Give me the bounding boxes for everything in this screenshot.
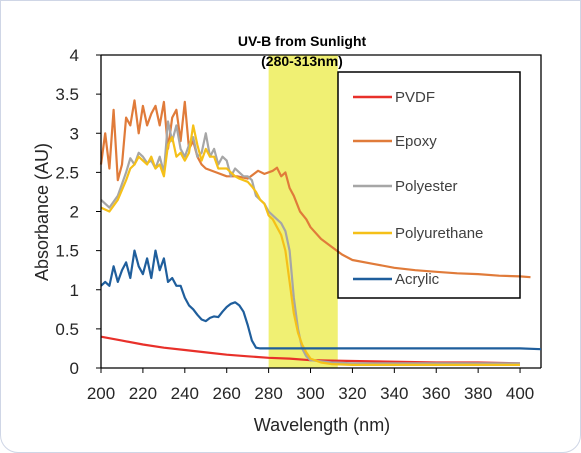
legend-label-pvdf: PVDF	[395, 89, 435, 106]
x-axis-title: Wavelength (nm)	[254, 415, 390, 435]
x-tick-label: 300	[296, 384, 324, 403]
x-tick-label: 340	[380, 384, 408, 403]
legend-layer: PVDF Epoxy Polyester Polyurethane Acrylic	[337, 71, 521, 299]
uvb-band-layer	[268, 55, 338, 368]
series-line-epoxy	[99, 99, 531, 279]
legend-box	[337, 71, 521, 299]
series-line-pvdf	[100, 335, 521, 365]
y-tick-label: 3.5	[55, 85, 79, 104]
uvb-band	[268, 55, 338, 368]
y-tick-label: 0	[70, 359, 79, 378]
uvb-annotation-line1: UV-B from Sunlight	[238, 33, 367, 49]
x-tick-label: 260	[213, 384, 241, 403]
y-axis-title: Absorbance (AU)	[32, 143, 52, 281]
x-tick-label: 220	[129, 384, 157, 403]
legend-label-polyester: Polyester	[395, 178, 458, 195]
x-tick-label: 360	[422, 384, 450, 403]
y-tick-label: 1	[70, 281, 79, 300]
plot-area-border	[101, 54, 542, 368]
uvb-annotation-line2: (280-313nm)	[261, 53, 343, 69]
legend-label-polyurethane: Polyurethane	[395, 225, 483, 242]
x-tick-label: 380	[464, 384, 492, 403]
series-line-polyurethane	[100, 124, 520, 366]
x-tick-label: 320	[338, 384, 366, 403]
series-layer	[99, 99, 542, 366]
x-tick-label: 200	[87, 384, 115, 403]
y-tick-label: 4	[70, 46, 79, 65]
x-tick-label: 240	[171, 384, 199, 403]
x-tick-label: 280	[254, 384, 282, 403]
axis-layer: 200 220 240 260 280 300 320 340 360 380 400 0 0.5 1 1.…	[55, 46, 541, 403]
legend-label-epoxy: Epoxy	[395, 133, 437, 150]
y-tick-label: 3	[70, 124, 79, 143]
plot-area-outline-layer	[101, 54, 542, 368]
y-tick-label: 1.5	[55, 242, 79, 261]
y-tick-label: 0.5	[55, 320, 79, 339]
y-tick-label: 2	[70, 203, 79, 222]
legend-label-acrylic: Acrylic	[395, 271, 440, 288]
x-tick-label: 400	[506, 384, 534, 403]
y-tick-label: 2.5	[55, 163, 79, 182]
series-line-acrylic	[100, 249, 542, 351]
